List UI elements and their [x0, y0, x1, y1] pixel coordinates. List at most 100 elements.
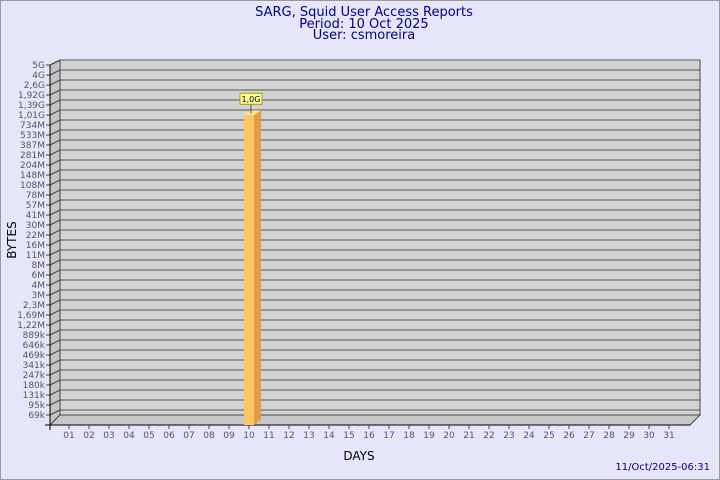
y-tick-depth — [49, 289, 61, 296]
y-tick-label: 1,69M — [17, 311, 45, 321]
chart-subtitle-user: User: csmoreira — [313, 28, 415, 43]
x-tick-label: 03 — [103, 431, 114, 441]
x-tick-label: 01 — [63, 431, 74, 441]
y-tick-label: 41M — [26, 211, 45, 221]
y-tick-label: 204M — [20, 161, 45, 171]
x-tick-label: 06 — [163, 431, 175, 441]
y-tick-label: 57M — [26, 201, 45, 211]
y-tick-label: 734M — [20, 121, 45, 131]
y-tick-label: 2,6G — [24, 81, 45, 91]
y-tick-depth — [49, 159, 61, 166]
plot-back-wall — [59, 59, 701, 416]
bar-top — [244, 110, 261, 116]
y-tick-label: 387M — [20, 141, 45, 151]
y-tick-depth — [49, 109, 61, 116]
y-tick-label: 533M — [20, 131, 45, 141]
y-tick-label: 11M — [26, 251, 45, 261]
y-tick-depth — [49, 99, 61, 106]
x-tick-label: 02 — [83, 431, 94, 441]
y-tick-depth — [49, 229, 61, 236]
y-tick-label: 1,01G — [18, 111, 45, 121]
x-tick-label: 12 — [283, 431, 294, 441]
y-tick-depth — [49, 239, 61, 246]
x-tick-label: 08 — [203, 431, 215, 441]
y-tick-label: 8M — [32, 261, 46, 271]
plot-floor — [48, 414, 702, 426]
y-tick-label: 1,39G — [18, 101, 45, 111]
x-tick-label: 19 — [423, 431, 435, 441]
y-tick-label: 78M — [26, 191, 45, 201]
y-tick-depth — [49, 319, 61, 326]
x-tick-label: 15 — [343, 431, 354, 441]
y-tick-depth — [49, 369, 61, 376]
y-tick-depth — [49, 79, 61, 86]
y-tick-label: 6M — [32, 271, 46, 281]
x-tick-label: 20 — [443, 431, 455, 441]
y-tick-depth — [49, 199, 61, 206]
bar-side — [254, 110, 261, 425]
x-tick-label: 11 — [263, 431, 274, 441]
y-tick-depth — [49, 59, 61, 66]
y-tick-depth — [49, 259, 61, 266]
y-tick-label: 1,22M — [17, 321, 45, 331]
x-tick-label: 14 — [323, 431, 335, 441]
y-tick-label: 469k — [23, 351, 46, 361]
y-tick-label: 4G — [32, 71, 45, 81]
y-tick-depth — [49, 389, 61, 396]
y-tick-label: 22M — [26, 231, 45, 241]
x-tick-label: 16 — [363, 431, 375, 441]
x-tick-label: 22 — [483, 431, 494, 441]
y-tick-label: 95k — [28, 401, 45, 411]
x-tick-label: 07 — [183, 431, 194, 441]
x-tick-label: 25 — [543, 431, 554, 441]
y-axis-label: BYTES — [5, 221, 19, 258]
y-tick-depth — [49, 359, 61, 366]
y-tick-depth — [49, 129, 61, 136]
y-tick-depth — [49, 169, 61, 176]
bar-label: 1,0G — [242, 95, 261, 104]
y-tick-depth — [49, 119, 61, 126]
x-tick-label: 18 — [403, 431, 415, 441]
y-tick-label: 131k — [23, 391, 46, 401]
y-tick-label: 247k — [23, 371, 46, 381]
y-tick-depth — [49, 89, 61, 96]
y-tick-depth — [49, 309, 61, 316]
y-tick-label: 69k — [28, 411, 45, 421]
x-tick-label: 17 — [383, 431, 394, 441]
y-tick-label: 30M — [26, 221, 45, 231]
y-tick-depth — [49, 279, 61, 286]
x-tick-label: 04 — [123, 431, 135, 441]
y-tick-depth — [49, 189, 61, 196]
y-tick-depth — [49, 249, 61, 256]
y-tick-depth — [49, 209, 61, 216]
y-tick-label: 4M — [32, 281, 46, 291]
x-tick-label: 13 — [303, 431, 314, 441]
y-tick-depth — [49, 409, 61, 416]
y-tick-label: 108M — [20, 181, 45, 191]
y-tick-depth — [49, 69, 61, 76]
x-tick-label: 30 — [643, 431, 655, 441]
bar — [244, 115, 254, 425]
footer-timestamp: 11/Oct/2025-06:31 — [615, 462, 710, 473]
bar-label-box — [239, 92, 263, 105]
y-tick-depth — [49, 269, 61, 276]
x-tick-label: 23 — [503, 431, 514, 441]
y-tick-label: 180k — [23, 381, 46, 391]
y-tick-depth — [49, 399, 61, 406]
x-tick-label: 26 — [563, 431, 575, 441]
x-tick-label: 21 — [463, 431, 474, 441]
y-tick-label: 889k — [23, 331, 46, 341]
y-tick-depth — [49, 329, 61, 336]
y-tick-depth — [49, 219, 61, 226]
y-tick-label: 16M — [26, 241, 45, 251]
x-tick-label: 28 — [603, 431, 615, 441]
y-tick-label: 5G — [32, 61, 45, 71]
x-tick-label: 10 — [243, 431, 255, 441]
x-axis-label: DAYS — [343, 449, 374, 463]
y-tick-depth — [49, 349, 61, 356]
y-tick-label: 341k — [23, 361, 46, 371]
y-tick-depth — [49, 149, 61, 156]
x-tick-label: 24 — [523, 431, 535, 441]
y-tick-label: 2,3M — [23, 301, 45, 311]
